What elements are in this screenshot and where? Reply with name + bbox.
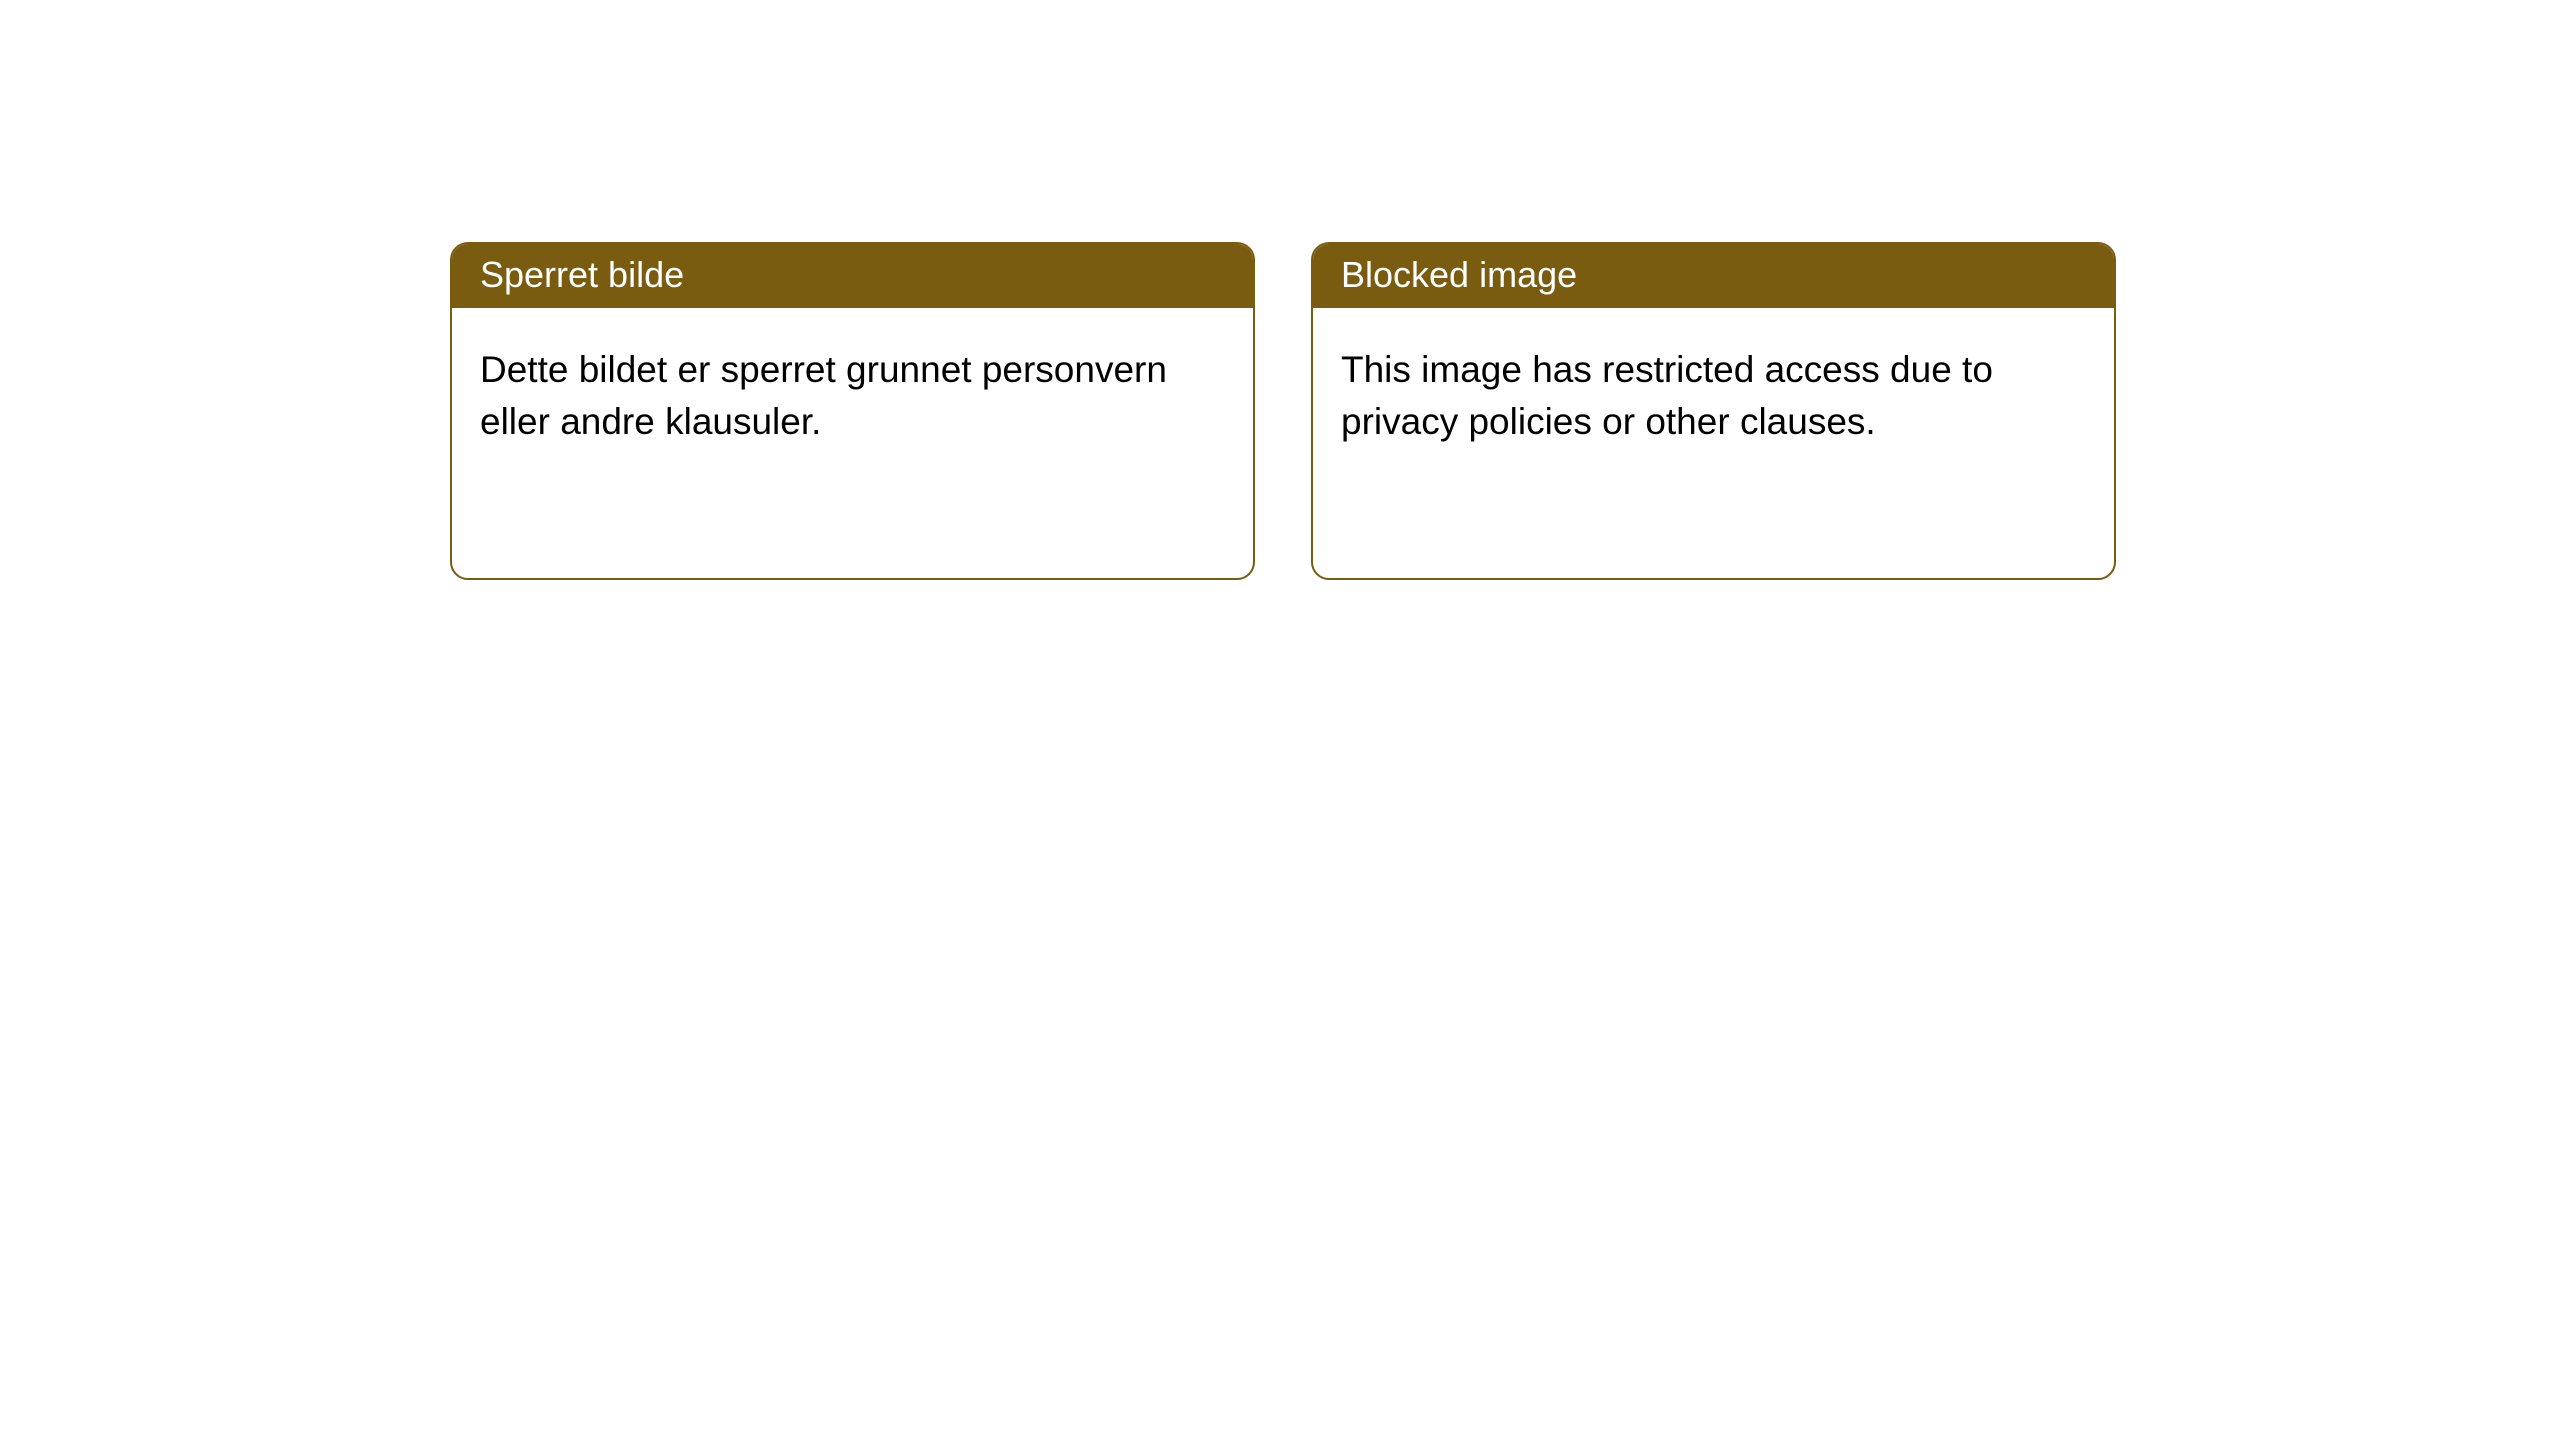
- notice-title-english: Blocked image: [1313, 244, 2114, 308]
- notice-body-english: This image has restricted access due to …: [1313, 308, 2114, 578]
- notice-card-norwegian: Sperret bilde Dette bildet er sperret gr…: [450, 242, 1255, 580]
- notice-container: Sperret bilde Dette bildet er sperret gr…: [0, 0, 2560, 580]
- notice-card-english: Blocked image This image has restricted …: [1311, 242, 2116, 580]
- notice-body-norwegian: Dette bildet er sperret grunnet personve…: [452, 308, 1253, 578]
- notice-title-norwegian: Sperret bilde: [452, 244, 1253, 308]
